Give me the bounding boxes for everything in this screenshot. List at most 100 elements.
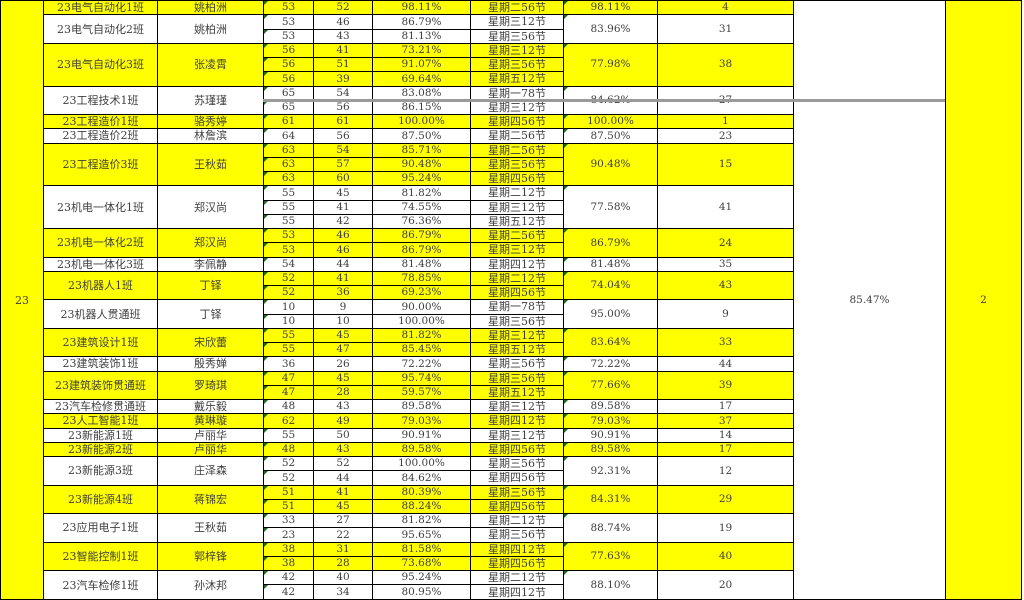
attended-count-cell[interactable]: 45 <box>313 327 373 344</box>
session-rate-cell[interactable]: 86.79% <box>372 14 471 30</box>
class-name-cell[interactable]: 23机器人1班 <box>43 270 158 301</box>
total-count-cell[interactable]: 62 <box>263 413 314 429</box>
total-count-cell[interactable]: 56 <box>263 42 314 59</box>
total-count-cell[interactable]: 63 <box>263 156 314 173</box>
session-slot-cell[interactable]: 星期三12节 <box>470 327 564 344</box>
rank-cell[interactable]: 1 <box>657 113 794 130</box>
attended-count-cell[interactable]: 45 <box>313 185 373 201</box>
class-name-cell[interactable]: 23工程造价1班 <box>43 113 158 130</box>
teacher-cell[interactable]: 林詹滨 <box>157 128 264 144</box>
attended-count-cell[interactable]: 49 <box>313 413 373 429</box>
teacher-cell[interactable]: 戴乐毅 <box>157 398 264 415</box>
rank-cell[interactable]: 37 <box>657 413 794 429</box>
session-rate-cell[interactable]: 90.48% <box>372 156 471 173</box>
session-rate-cell[interactable]: 89.58% <box>372 398 471 415</box>
session-rate-cell[interactable]: 90.00% <box>372 299 471 315</box>
average-rate-cell[interactable]: 100.00% <box>563 113 658 130</box>
total-count-cell[interactable]: 10 <box>263 299 314 315</box>
total-count-cell[interactable]: 52 <box>263 284 314 301</box>
attended-count-cell[interactable]: 41 <box>313 199 373 215</box>
class-name-cell[interactable]: 23应用电子1班 <box>43 513 158 543</box>
session-rate-cell[interactable]: 84.62% <box>372 470 471 486</box>
session-rate-cell[interactable]: 90.91% <box>372 427 471 443</box>
teacher-cell[interactable]: 黄琳璇 <box>157 413 264 429</box>
total-count-cell[interactable]: 47 <box>263 370 314 386</box>
total-count-cell[interactable]: 52 <box>263 270 314 287</box>
attended-count-cell[interactable]: 46 <box>313 14 373 30</box>
session-rate-cell[interactable]: 86.79% <box>372 242 471 258</box>
session-slot-cell[interactable]: 星期二56节 <box>470 0 564 16</box>
session-rate-cell[interactable]: 81.82% <box>372 185 471 201</box>
attended-count-cell[interactable]: 22 <box>313 527 373 543</box>
class-name-cell[interactable]: 23新能源4班 <box>43 484 158 514</box>
attended-count-cell[interactable]: 41 <box>313 42 373 59</box>
session-rate-cell[interactable]: 81.82% <box>372 512 471 529</box>
attended-count-cell[interactable]: 9 <box>313 299 373 315</box>
average-rate-cell[interactable]: 86.79% <box>563 228 658 258</box>
teacher-cell[interactable]: 张凌霄 <box>157 42 264 87</box>
attended-count-cell[interactable]: 44 <box>313 256 373 272</box>
session-slot-cell[interactable]: 星期二12节 <box>470 270 564 287</box>
session-rate-cell[interactable]: 100.00% <box>372 113 471 130</box>
average-rate-cell[interactable]: 81.48% <box>563 256 658 272</box>
attended-count-cell[interactable]: 60 <box>313 170 373 187</box>
average-rate-cell[interactable]: 83.64% <box>563 327 658 358</box>
class-name-cell[interactable]: 23机电一体化1班 <box>43 185 158 229</box>
session-rate-cell[interactable]: 95.24% <box>372 170 471 187</box>
session-rate-cell[interactable]: 100.00% <box>372 455 471 472</box>
teacher-cell[interactable]: 宋欣蕾 <box>157 327 264 358</box>
session-slot-cell[interactable]: 星期三56节 <box>470 370 564 386</box>
total-count-cell[interactable]: 53 <box>263 227 314 244</box>
rank-cell[interactable]: 41 <box>657 185 794 229</box>
session-rate-cell[interactable]: 88.24% <box>372 498 471 515</box>
session-slot-cell[interactable]: 星期五12节 <box>470 341 564 358</box>
attended-count-cell[interactable]: 41 <box>313 484 373 500</box>
rank-cell[interactable]: 19 <box>657 513 794 543</box>
rank-cell[interactable]: 4 <box>657 0 794 16</box>
total-count-cell[interactable]: 48 <box>263 441 314 458</box>
total-count-cell[interactable]: 63 <box>263 170 314 187</box>
total-count-cell[interactable]: 52 <box>263 470 314 486</box>
total-count-cell[interactable]: 55 <box>263 427 314 443</box>
rank-cell[interactable]: 40 <box>657 541 794 571</box>
session-rate-cell[interactable]: 59.57% <box>372 384 471 401</box>
attended-count-cell[interactable]: 43 <box>313 28 373 44</box>
session-rate-cell[interactable]: 80.95% <box>372 584 471 600</box>
session-rate-cell[interactable]: 95.24% <box>372 569 471 586</box>
attended-count-cell[interactable]: 52 <box>313 0 373 16</box>
session-slot-cell[interactable]: 星期四56节 <box>470 113 564 130</box>
class-name-cell[interactable]: 23电气自动化1班 <box>43 0 158 16</box>
total-count-cell[interactable]: 53 <box>263 28 314 44</box>
session-rate-cell[interactable]: 81.48% <box>372 256 471 272</box>
attended-count-cell[interactable]: 34 <box>313 584 373 600</box>
session-rate-cell[interactable]: 80.39% <box>372 484 471 500</box>
class-name-cell[interactable]: 23汽车检修贯通班 <box>43 398 158 415</box>
total-count-cell[interactable]: 55 <box>263 185 314 201</box>
attended-count-cell[interactable]: 28 <box>313 384 373 401</box>
attended-count-cell[interactable]: 46 <box>313 227 373 244</box>
total-count-cell[interactable]: 65 <box>263 99 314 116</box>
session-rate-cell[interactable]: 86.15% <box>372 99 471 116</box>
session-slot-cell[interactable]: 星期四56节 <box>470 284 564 301</box>
total-count-cell[interactable]: 51 <box>263 484 314 500</box>
teacher-cell[interactable]: 姚柏洲 <box>157 14 264 44</box>
session-slot-cell[interactable]: 星期四56节 <box>470 441 564 458</box>
attended-count-cell[interactable]: 36 <box>313 284 373 301</box>
class-name-cell[interactable]: 23汽车检修1班 <box>43 570 158 600</box>
session-slot-cell[interactable]: 星期三12节 <box>470 14 564 30</box>
total-count-cell[interactable]: 55 <box>263 213 314 230</box>
session-slot-cell[interactable]: 星期三12节 <box>470 42 564 59</box>
attended-count-cell[interactable]: 56 <box>313 99 373 116</box>
total-count-cell[interactable]: 55 <box>263 327 314 344</box>
session-slot-cell[interactable]: 星期四56节 <box>470 170 564 187</box>
rank-cell[interactable]: 35 <box>657 256 794 272</box>
attended-count-cell[interactable]: 42 <box>313 213 373 230</box>
attended-count-cell[interactable]: 39 <box>313 71 373 87</box>
average-rate-cell[interactable]: 98.11% <box>563 0 658 16</box>
average-rate-cell[interactable]: 77.63% <box>563 541 658 571</box>
session-rate-cell[interactable]: 95.74% <box>372 370 471 386</box>
attended-count-cell[interactable]: 26 <box>313 356 373 372</box>
session-slot-cell[interactable]: 星期四56节 <box>470 470 564 486</box>
attended-count-cell[interactable]: 41 <box>313 270 373 287</box>
session-slot-cell[interactable]: 星期三56节 <box>470 484 564 500</box>
